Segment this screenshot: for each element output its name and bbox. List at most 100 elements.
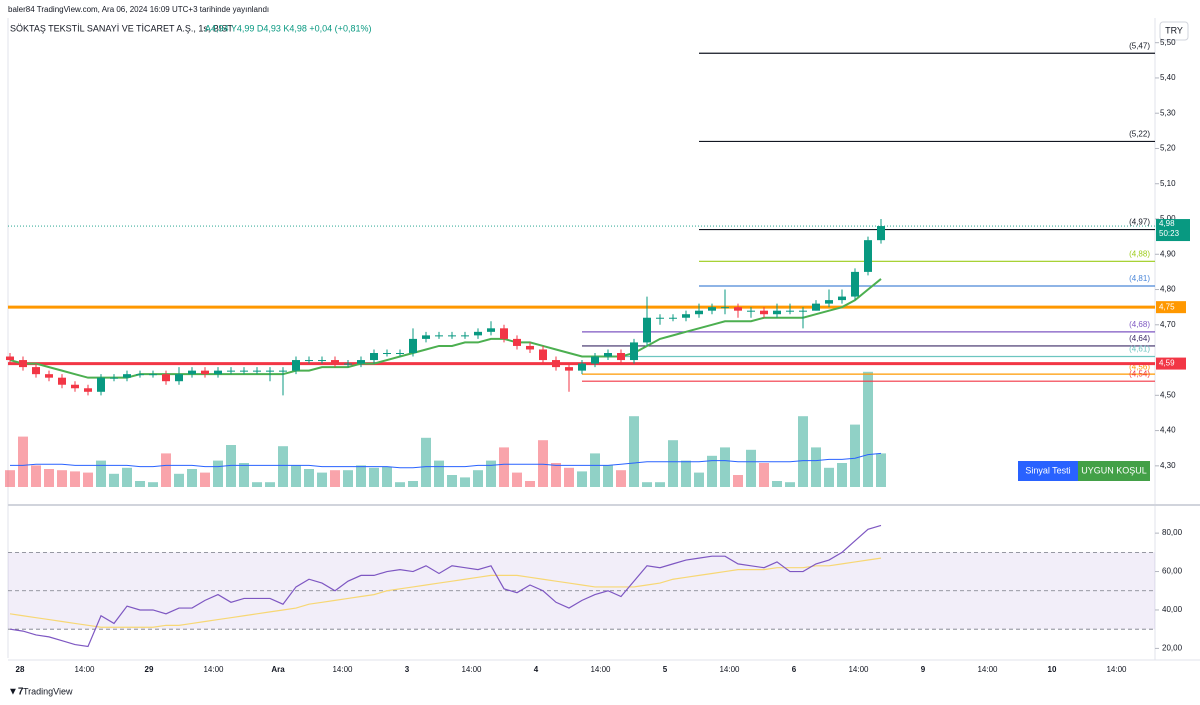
currency-box[interactable] xyxy=(1159,21,1189,41)
volume-bar xyxy=(629,416,639,487)
volume-bar xyxy=(603,465,613,487)
level-label: (4,88) xyxy=(1129,249,1150,258)
x-tick-label: 3 xyxy=(405,665,410,674)
y-tick-label: 5,30 xyxy=(1160,108,1176,117)
rsi-ma xyxy=(9,557,882,628)
volume-bar xyxy=(57,470,67,487)
y-tick-label: 5,50 xyxy=(1160,38,1176,47)
candle-body xyxy=(708,307,716,311)
candle-body xyxy=(565,367,573,371)
candle-body xyxy=(513,338,521,346)
signal-label-box xyxy=(1018,461,1078,481)
level-label: (5,47) xyxy=(1129,41,1150,50)
x-tick-label: 14:00 xyxy=(977,665,998,674)
candle-body xyxy=(19,360,27,368)
volume-bar xyxy=(18,436,28,487)
candle-body xyxy=(721,307,729,309)
y-tick-label: 5,40 xyxy=(1160,73,1176,82)
volume-bar xyxy=(31,465,41,487)
volume-bar xyxy=(382,466,392,487)
candle-body xyxy=(240,370,248,372)
candle-body xyxy=(851,271,859,297)
x-tick-label: 14:00 xyxy=(590,665,611,674)
volume-bar xyxy=(863,371,873,487)
volume-bar xyxy=(772,481,782,487)
candle-body xyxy=(604,353,612,357)
volume-bar xyxy=(512,472,522,487)
candle-body xyxy=(253,370,261,372)
volume-bar xyxy=(304,469,314,487)
y-tick-label: 5,00 xyxy=(1160,214,1176,223)
y-tick-label: 4,90 xyxy=(1160,249,1176,258)
volume-bar xyxy=(460,477,470,487)
volume-bar xyxy=(239,463,249,487)
volume-bar xyxy=(330,470,340,487)
x-tick-label: Ara xyxy=(271,665,285,674)
volume-bar xyxy=(824,467,834,487)
y-tick-label: 4,70 xyxy=(1160,320,1176,329)
level-label: (4,68) xyxy=(1129,320,1150,329)
volume-bar xyxy=(395,482,405,487)
volume-bar xyxy=(746,449,756,487)
candle-body xyxy=(71,384,79,389)
x-tick-label: 14:00 xyxy=(203,665,224,674)
volume-bar xyxy=(837,463,847,487)
symbol: SÖKTAŞ TEKSTİL SANAYİ VE TİCARET A.Ş., 1… xyxy=(10,23,233,33)
candle-body xyxy=(45,374,53,378)
rsi-tick-label: 60,00 xyxy=(1162,567,1183,576)
currency[interactable]: TRY xyxy=(1165,25,1183,35)
volume-bar xyxy=(486,460,496,487)
rsi-tick-label: 20,00 xyxy=(1162,644,1183,653)
candle-body xyxy=(331,360,339,364)
candle-body xyxy=(84,388,92,392)
price-badge-label: 4,59 xyxy=(1159,359,1175,368)
candle-body xyxy=(526,345,534,350)
volume-bar xyxy=(681,460,691,487)
level-label: (4,61) xyxy=(1129,345,1150,354)
signal-label: Sinyal Testi xyxy=(1025,465,1070,475)
candle-body xyxy=(617,353,625,361)
candle-body xyxy=(279,370,287,372)
volume-bar xyxy=(850,424,860,487)
candle-body xyxy=(227,370,235,372)
candle-body xyxy=(578,363,586,371)
candle-body xyxy=(357,360,365,364)
volume-bar xyxy=(707,455,717,487)
candle-body xyxy=(799,310,807,312)
candle-body xyxy=(32,367,40,375)
volume-bar xyxy=(694,472,704,487)
volume-bar xyxy=(109,473,119,487)
volume-bar xyxy=(343,470,353,487)
volume-bar xyxy=(278,446,288,487)
level-label: (4,97) xyxy=(1129,218,1150,227)
candle-body xyxy=(123,374,131,378)
candle-body xyxy=(214,370,222,375)
candle-body xyxy=(747,310,755,312)
candle-body xyxy=(695,310,703,315)
volume-bar xyxy=(720,447,730,487)
y-tick-label: 5,10 xyxy=(1160,179,1176,188)
y-tick-label: 4,50 xyxy=(1160,390,1176,399)
volume-bar xyxy=(785,482,795,487)
x-tick-label: 5 xyxy=(663,665,668,674)
logo-icon: ▼7 xyxy=(8,687,24,698)
level-label: (4,54) xyxy=(1129,369,1150,378)
candle-body xyxy=(370,353,378,361)
level-label: (5,22) xyxy=(1129,130,1150,139)
volume-bar xyxy=(187,469,197,487)
candle-body xyxy=(266,370,274,372)
y-tick-label: 4,30 xyxy=(1160,461,1176,470)
candle-body xyxy=(630,342,638,361)
volume-bar xyxy=(174,473,184,487)
candle-body xyxy=(110,377,118,379)
y-tick-label: 4,40 xyxy=(1160,426,1176,435)
volume-bar xyxy=(135,481,145,487)
candle-body xyxy=(344,363,352,365)
volume-bar xyxy=(551,463,561,487)
volume-bar xyxy=(161,453,171,487)
signal-status: UYGUN KOŞUL xyxy=(1081,465,1147,475)
y-tick-label: 5,20 xyxy=(1160,144,1176,153)
countdown: 50:23 xyxy=(1159,229,1180,238)
volume-bar xyxy=(291,465,301,487)
candle-body xyxy=(188,370,196,375)
